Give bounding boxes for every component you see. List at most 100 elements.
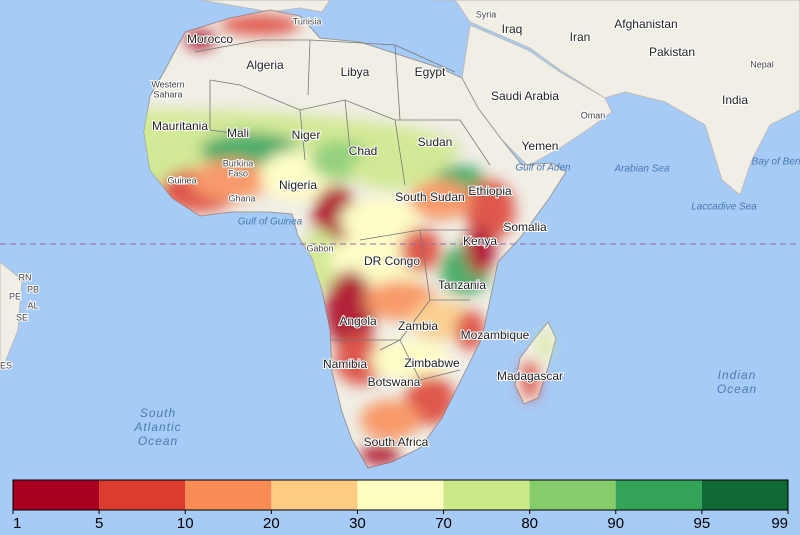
place-label: South Sudan: [395, 190, 464, 204]
place-label: Mali: [227, 126, 249, 140]
place-label: Saudi Arabia: [491, 89, 559, 103]
place-label: Nigeria: [279, 178, 317, 192]
place-label: SE: [16, 312, 28, 322]
place-label: Sudan: [418, 135, 453, 149]
place-label: Tunisia: [293, 16, 322, 26]
heat-layer-madagascar: [521, 331, 551, 400]
land-brazil: [0, 261, 23, 373]
place-label: Kenya: [463, 234, 497, 248]
legend-tick-label: 70: [435, 515, 452, 532]
place-label: Indian: [718, 368, 757, 382]
heat-blob: [220, 15, 300, 35]
place-label: Afghanistan: [614, 17, 677, 31]
legend-swatch: [529, 480, 616, 510]
heat-blob: [185, 30, 215, 50]
heat-blob: [335, 335, 385, 385]
heat-blob: [350, 150, 450, 190]
legend-tick-label: 30: [349, 515, 366, 532]
place-label: Chad: [349, 144, 378, 158]
place-label: Somalia: [503, 220, 547, 234]
place-label: Mozambique: [461, 328, 530, 342]
heat-blob: [400, 228, 440, 272]
place-label: Namibia: [323, 357, 367, 371]
place-label: Gabon: [306, 243, 333, 253]
heat-blob: [340, 198, 420, 242]
heat-blob: [325, 270, 375, 350]
legend-swatch: [615, 480, 702, 510]
place-label: Ocean: [138, 434, 178, 448]
place-label: Zambia: [398, 319, 438, 333]
labels: Tunisia Morocco Algeria Libya Egypt Syria Iraq…: [0, 8, 800, 450]
place-label: ES: [0, 360, 12, 370]
heat-blob: [190, 160, 270, 200]
place-label: Faso: [228, 168, 248, 178]
place-label: Iraq: [502, 22, 523, 36]
place-label: Mauritania: [152, 119, 208, 133]
place-label: Zimbabwe: [404, 356, 460, 370]
legend-tick-label: 99: [771, 515, 788, 532]
heat-blob: [465, 225, 495, 275]
place-label: RN: [19, 272, 32, 282]
place-label: Angola: [339, 314, 377, 328]
place-label: Botswana: [368, 375, 421, 389]
legend-swatch: [13, 480, 100, 510]
place-label: Sahara: [153, 89, 182, 99]
heat-layer: [144, 15, 515, 465]
legend-swatch: [357, 480, 444, 510]
place-label: DR Congo: [364, 254, 420, 268]
place-label: India: [722, 93, 748, 107]
place-label: South Africa: [364, 435, 429, 449]
legend-swatch: [185, 480, 272, 510]
place-label: Yemen: [522, 139, 559, 153]
color-legend: 1 5 10 20 30 70 80 90 95 99: [0, 472, 800, 535]
place-label: Atlantic: [133, 420, 181, 434]
legend-tick-label: 90: [607, 515, 624, 532]
legend-tick-label: 95: [694, 515, 711, 532]
heat-blob: [360, 400, 420, 440]
heat-blob: [465, 180, 515, 240]
place-label: Niger: [292, 128, 321, 142]
place-label: Algeria: [246, 58, 284, 72]
legend-swatch: [99, 480, 186, 510]
place-label: Ghana: [228, 193, 255, 203]
legend-tick-label: 10: [177, 515, 194, 532]
place-label: Ocean: [717, 382, 757, 396]
place-label: Gulf of Aden: [515, 163, 571, 174]
place-label: Laccadive Sea: [691, 202, 757, 213]
heat-blob: [360, 445, 400, 465]
heat-blob: [410, 180, 470, 220]
heat-blob: [455, 310, 485, 350]
land-europe: [199, 0, 331, 13]
legend-swatch: [443, 480, 530, 510]
legend-tick-label: 20: [263, 515, 280, 532]
place-label: Tanzania: [438, 278, 486, 292]
place-label: PB: [27, 284, 39, 294]
place-label: Ethiopia: [468, 184, 512, 198]
place-label: Libya: [341, 65, 370, 79]
place-label: Morocco: [187, 32, 233, 46]
place-label: Burkina: [223, 158, 254, 168]
place-label: Bay of Ben: [752, 157, 800, 168]
place-label: Gulf of Guinea: [238, 217, 303, 228]
legend-tick-label: 80: [521, 515, 538, 532]
legend-swatch: [701, 480, 788, 510]
legend-tick-label: 1: [13, 515, 21, 532]
place-label: Iran: [570, 30, 591, 44]
place-label: AL: [27, 300, 38, 310]
legend-frame: [12, 479, 789, 511]
place-label: Syria: [476, 9, 497, 19]
legend-tick-label: 5: [95, 515, 103, 532]
borders: [194, 39, 491, 381]
place-label: Pakistan: [649, 45, 695, 59]
legend-swatch: [271, 480, 358, 510]
place-label: Western: [151, 79, 184, 89]
place-label: South: [140, 406, 176, 420]
land-asia: [430, 0, 800, 196]
place-label: Madagascar: [497, 369, 563, 383]
place-label: Egypt: [415, 65, 446, 79]
place-label: PE: [9, 291, 21, 301]
place-label: Guinea: [167, 175, 196, 185]
place-label: Arabian Sea: [613, 164, 669, 175]
